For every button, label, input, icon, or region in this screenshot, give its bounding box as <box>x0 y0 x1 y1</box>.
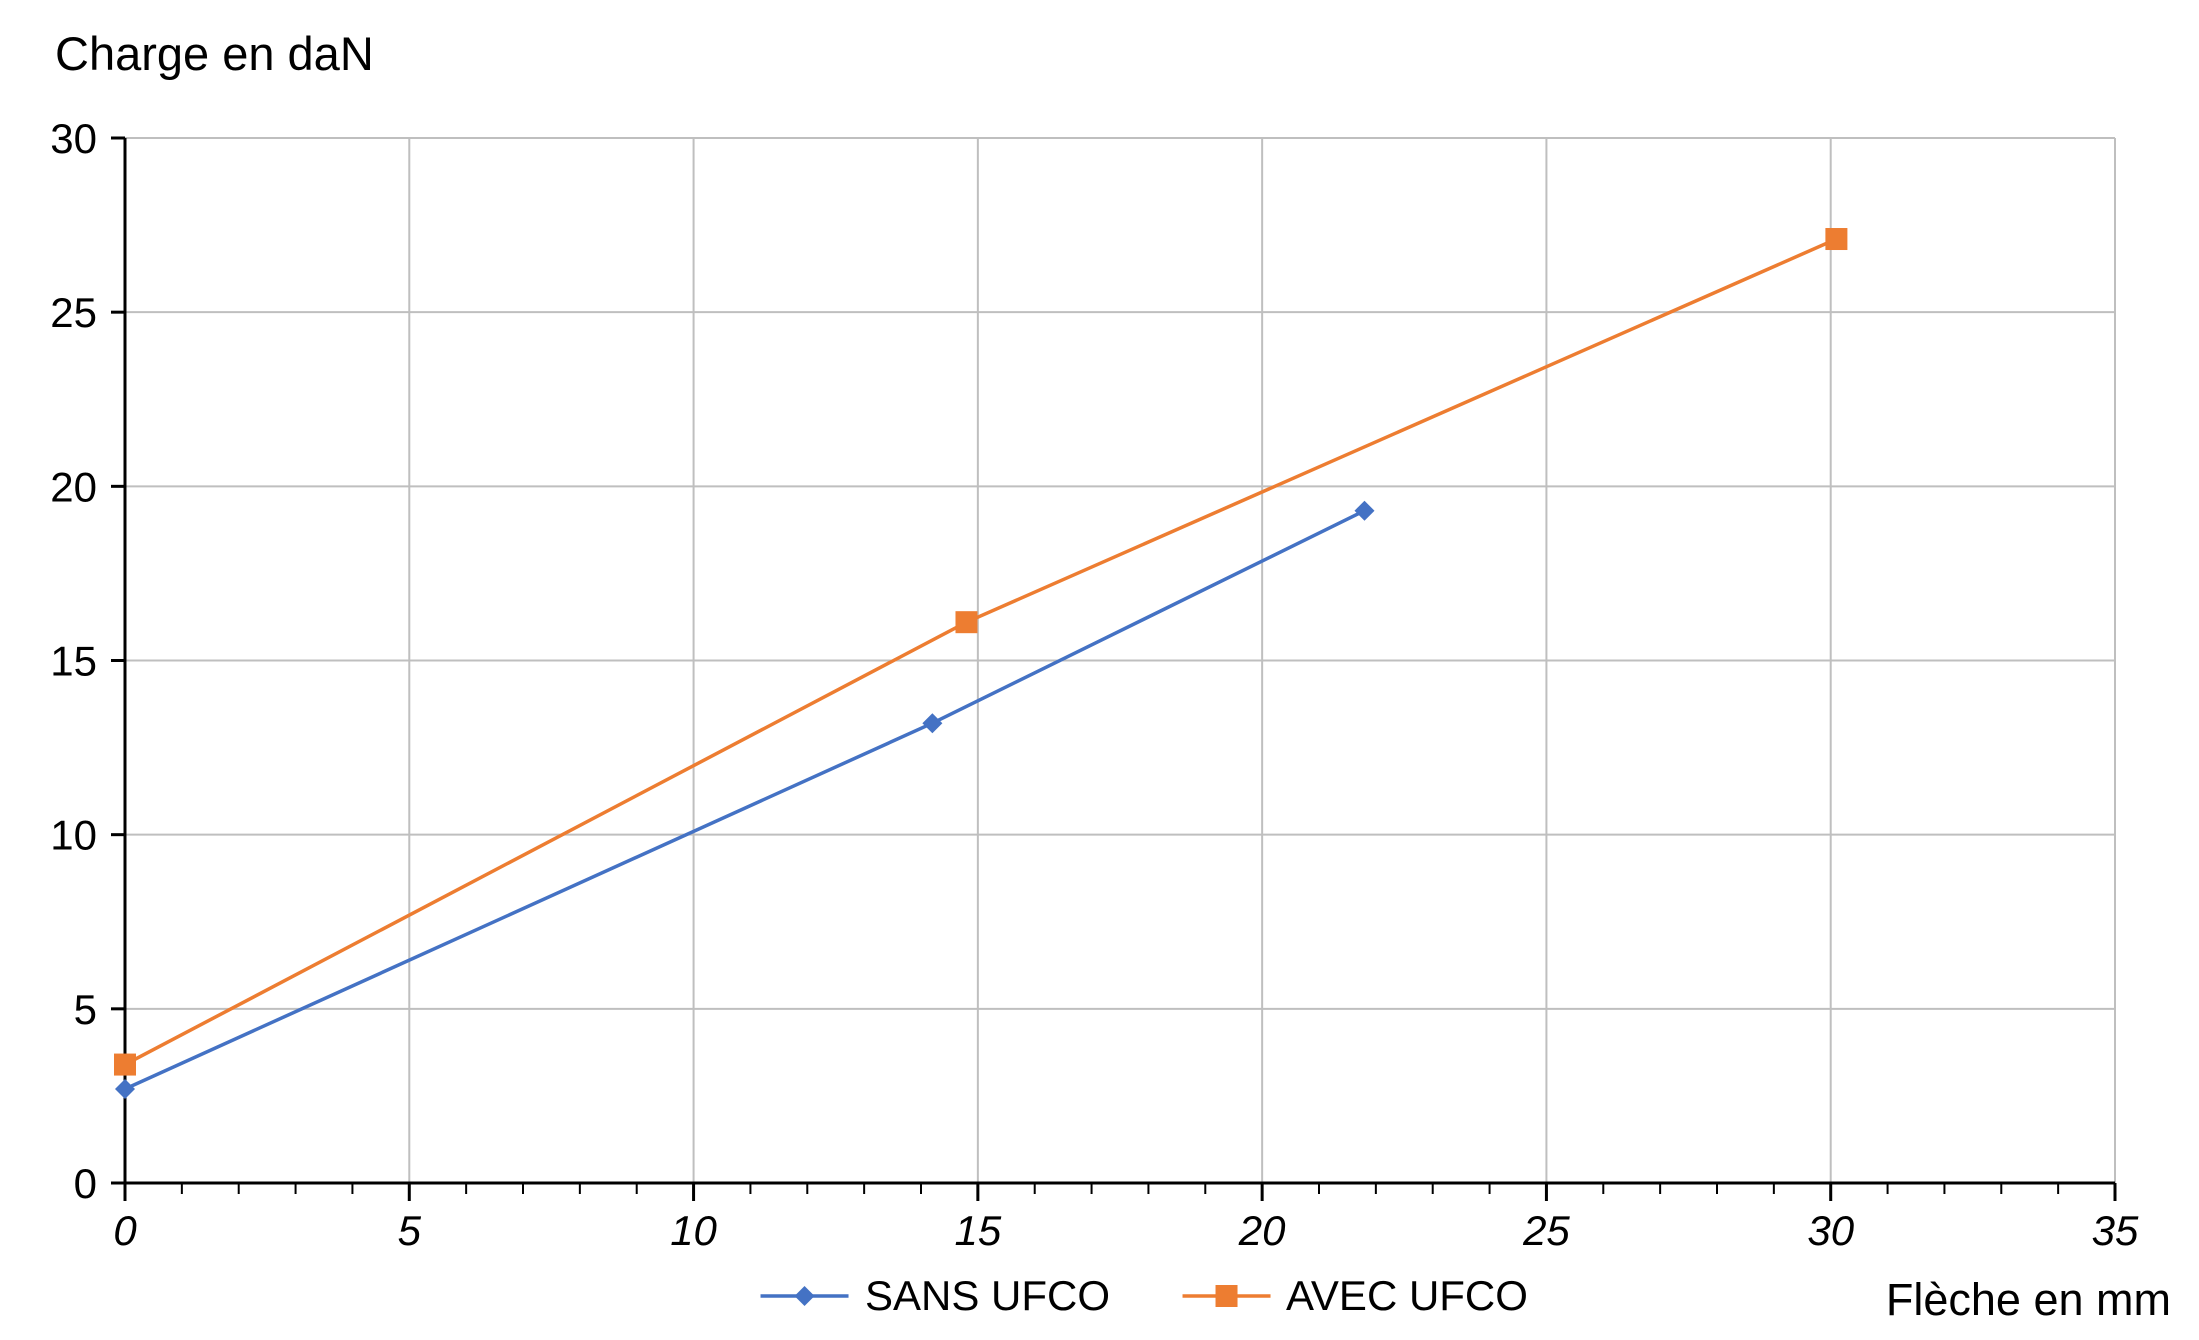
legend: SANS UFCO AVEC UFCO <box>759 1272 1528 1320</box>
svg-text:15: 15 <box>50 638 97 685</box>
svg-text:0: 0 <box>113 1207 137 1254</box>
svg-text:5: 5 <box>398 1207 422 1254</box>
x-axis-title: Flèche en mm <box>1885 1274 2171 1325</box>
legend-item-avec-ufco: AVEC UFCO <box>1180 1272 1528 1320</box>
legend-item-sans-ufco: SANS UFCO <box>759 1272 1110 1320</box>
svg-text:10: 10 <box>50 812 97 859</box>
svg-text:20: 20 <box>1238 1207 1286 1254</box>
svg-text:5: 5 <box>74 986 97 1033</box>
legend-marker-diamond-icon <box>760 1286 849 1306</box>
svg-text:25: 25 <box>1522 1207 1570 1254</box>
svg-text:35: 35 <box>2092 1207 2139 1254</box>
legend-marker-square-icon <box>1182 1285 1271 1307</box>
svg-text:10: 10 <box>670 1207 717 1254</box>
svg-text:30: 30 <box>1807 1207 1854 1254</box>
svg-text:20: 20 <box>50 463 97 510</box>
svg-text:30: 30 <box>50 115 97 162</box>
y-axis-title: Charge en daN <box>55 27 374 80</box>
svg-text:15: 15 <box>954 1207 1001 1254</box>
svg-text:0: 0 <box>74 1160 97 1207</box>
legend-label-avec-ufco: AVEC UFCO <box>1286 1272 1528 1319</box>
bottom-row: SANS UFCO AVEC UFCO Flèche en mm <box>0 1272 2199 1332</box>
legend-label-sans-ufco: SANS UFCO <box>864 1272 1111 1319</box>
svg-text:25: 25 <box>50 289 97 336</box>
